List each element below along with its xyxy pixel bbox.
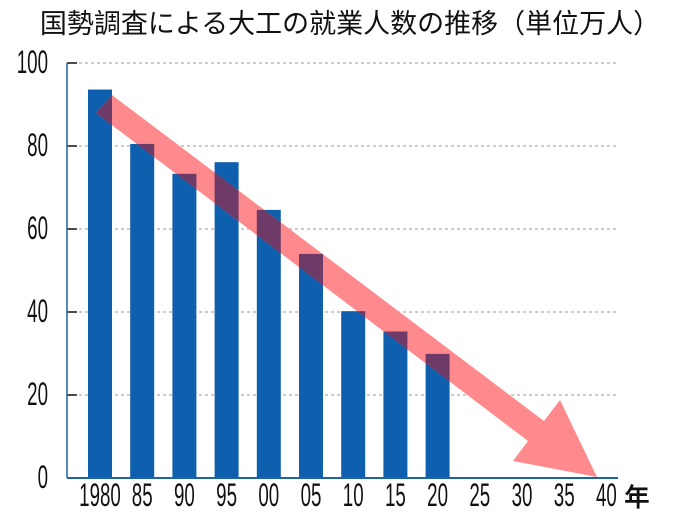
- x-tick-label: 25: [469, 477, 490, 514]
- x-tick-label: 05: [301, 477, 322, 514]
- bar-90: [172, 173, 197, 478]
- bar-15: [383, 331, 408, 478]
- x-unit-label: 年: [624, 483, 649, 512]
- bar-05: [299, 253, 323, 478]
- x-tick-label: 90: [174, 477, 195, 514]
- chart-title: 国勢調査による大工の就業人数の推移（単位万人）: [40, 9, 660, 40]
- x-tick-label: 1980: [79, 477, 121, 514]
- x-tick-label: 85: [132, 477, 153, 514]
- x-axis-ticks: 1980 85 90 95 00 05 10 15 20 25 30 35 40 年: [79, 477, 649, 514]
- bar-10: [341, 311, 366, 478]
- x-tick-label: 30: [512, 477, 533, 514]
- bar-85: [130, 143, 155, 479]
- y-tick-label: 100: [17, 44, 48, 81]
- y-tick-label: 80: [27, 127, 48, 164]
- y-tick-label: 20: [27, 376, 48, 413]
- y-tick-label: 0: [38, 459, 48, 496]
- x-tick-label: 20: [427, 477, 448, 514]
- bar-00: [256, 209, 281, 478]
- x-tick-label: 15: [385, 477, 406, 514]
- x-tick-label: 35: [554, 477, 575, 514]
- x-tick-label: 10: [343, 477, 364, 514]
- y-tick-label: 40: [27, 293, 48, 330]
- bars: [88, 89, 450, 479]
- y-axis-ticks: 0 20 40 60 80 100: [17, 44, 77, 496]
- x-tick-label: 00: [258, 477, 279, 514]
- x-tick-label: 95: [216, 477, 237, 514]
- bar-1980: [88, 89, 112, 478]
- y-tick-label: 60: [27, 210, 48, 247]
- x-tick-label: 40: [596, 477, 617, 514]
